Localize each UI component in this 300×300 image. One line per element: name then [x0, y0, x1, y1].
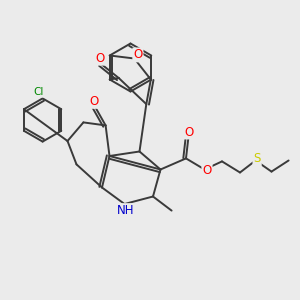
- Text: S: S: [254, 152, 261, 166]
- Text: O: O: [89, 95, 98, 108]
- Text: NH: NH: [117, 204, 135, 217]
- Text: O: O: [202, 164, 211, 178]
- Text: O: O: [95, 52, 105, 65]
- Text: O: O: [185, 125, 194, 139]
- Text: O: O: [133, 48, 142, 62]
- Text: Cl: Cl: [34, 87, 44, 97]
